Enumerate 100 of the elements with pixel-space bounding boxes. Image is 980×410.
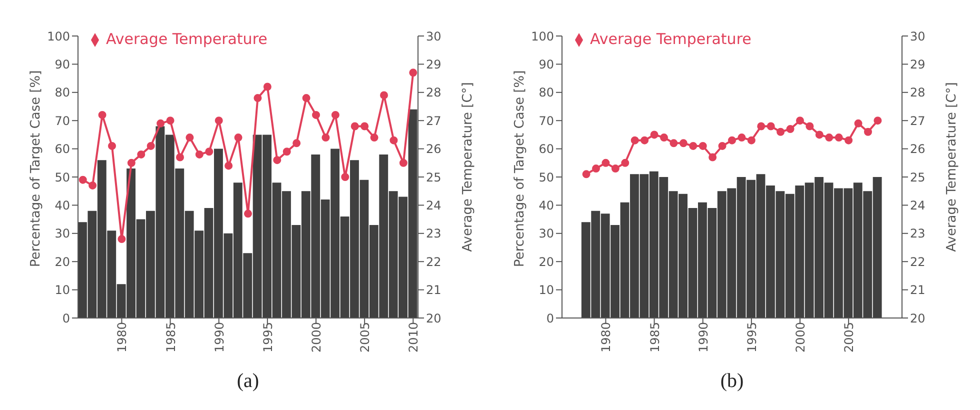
point (390, 136, 398, 144)
y2-tick-label: 21 (910, 283, 926, 298)
y2-axis-title: Average Temperature [C°] (460, 82, 476, 252)
y2-tick-label: 29 (910, 57, 926, 72)
y-tick-label: 60 (54, 142, 70, 156)
point (630, 136, 639, 144)
point (718, 142, 726, 150)
point (582, 170, 590, 178)
point (689, 142, 698, 150)
y-axis-title: Percentage of Target Case [%] (512, 70, 528, 267)
y-tick-label: 40 (54, 198, 70, 212)
y-tick-label: 50 (54, 170, 70, 184)
point (650, 130, 658, 139)
point (302, 94, 310, 102)
y2-tick-label: 27 (910, 114, 926, 128)
point (679, 139, 688, 148)
point (331, 110, 340, 119)
y-tick-label: 80 (54, 86, 70, 100)
point (292, 139, 301, 148)
y2-tick-label: 27 (426, 114, 442, 128)
x-tick-label: 2010 (406, 322, 421, 353)
y2-tick-label: 21 (426, 283, 442, 298)
point (738, 134, 746, 142)
point (156, 119, 165, 128)
point (234, 134, 242, 142)
x-tick-label: 1985 (164, 322, 178, 353)
y2-tick-label: 28 (910, 86, 926, 100)
point (370, 134, 378, 142)
y2-tick-label: 20 (910, 311, 926, 326)
y2-tick-label: 25 (910, 170, 926, 184)
point (621, 158, 630, 167)
x-tick-label: 1995 (260, 322, 275, 353)
point (186, 134, 194, 142)
point (786, 125, 794, 134)
point (108, 142, 116, 150)
y-tick-label: 70 (538, 114, 554, 128)
point (834, 134, 843, 142)
legend-label: Average Temperature (106, 30, 268, 48)
y-tick-label: 100 (47, 29, 70, 44)
point (776, 128, 785, 136)
point (78, 176, 87, 184)
point (399, 158, 408, 167)
y2-tick-label: 28 (426, 86, 442, 100)
y-tick-label: 10 (54, 283, 70, 298)
y-tick-label: 60 (538, 142, 554, 156)
point (640, 136, 649, 144)
y2-tick-label: 24 (910, 198, 926, 212)
x-tick-label: 2005 (842, 322, 856, 353)
point (728, 136, 736, 144)
x-tick-label: 1980 (599, 322, 614, 353)
point (98, 110, 106, 119)
y2-tick-label: 23 (910, 226, 926, 241)
y2-tick-label: 30 (426, 29, 442, 44)
point (244, 210, 252, 218)
x-tick-label: 1985 (648, 322, 662, 353)
y-tick-label: 20 (538, 254, 554, 269)
point (806, 122, 814, 130)
y-tick-label: 20 (54, 254, 70, 269)
point (708, 153, 717, 162)
point (263, 82, 272, 91)
point (660, 134, 668, 142)
y2-tick-label: 22 (910, 254, 926, 269)
point (864, 128, 872, 136)
x-tick-label: 1995 (744, 322, 759, 353)
point (815, 130, 824, 139)
x-tick-label: 2000 (794, 322, 808, 353)
point (796, 116, 804, 125)
x-tick-label: 1990 (696, 322, 710, 353)
x-tick-label: 1980 (115, 322, 130, 353)
point (118, 235, 126, 244)
point (698, 142, 707, 150)
point (214, 116, 223, 125)
y-tick-label: 10 (538, 283, 554, 298)
y2-axis-title: Average Temperature [C°] (944, 82, 960, 252)
y-tick-label: 90 (54, 57, 70, 72)
point (254, 94, 262, 102)
point (224, 162, 233, 170)
point (176, 153, 184, 162)
point (195, 150, 204, 158)
point (166, 116, 174, 125)
point (350, 122, 359, 130)
point (360, 122, 369, 130)
y2-tick-label: 22 (426, 254, 442, 269)
point (854, 119, 862, 128)
point (825, 134, 834, 142)
point (670, 139, 678, 148)
y-tick-label: 40 (538, 198, 554, 212)
point (766, 122, 775, 130)
point (611, 164, 620, 173)
point (844, 136, 853, 144)
x-tick-label: 2005 (358, 322, 372, 353)
point (409, 68, 418, 77)
y2-tick-label: 26 (426, 142, 442, 156)
y-axis-title: Percentage of Target Case [%] (28, 70, 44, 267)
y2-tick-label: 26 (910, 142, 926, 156)
point (757, 122, 766, 130)
point (341, 173, 350, 181)
y-tick-label: 100 (531, 29, 554, 44)
x-tick-label: 2000 (310, 322, 324, 353)
point (322, 134, 330, 142)
